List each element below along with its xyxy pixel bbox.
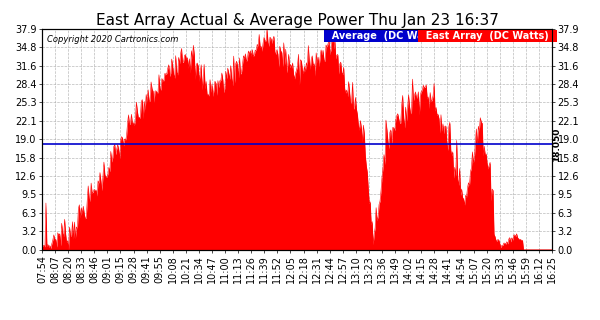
Text: Copyright 2020 Cartronics.com: Copyright 2020 Cartronics.com bbox=[47, 36, 178, 44]
Text: East Array  (DC Watts): East Array (DC Watts) bbox=[419, 31, 556, 41]
Title: East Array Actual & Average Power Thu Jan 23 16:37: East Array Actual & Average Power Thu Ja… bbox=[95, 12, 499, 28]
Text: Average  (DC Watts): Average (DC Watts) bbox=[325, 31, 450, 41]
Text: 18.050: 18.050 bbox=[552, 127, 561, 162]
